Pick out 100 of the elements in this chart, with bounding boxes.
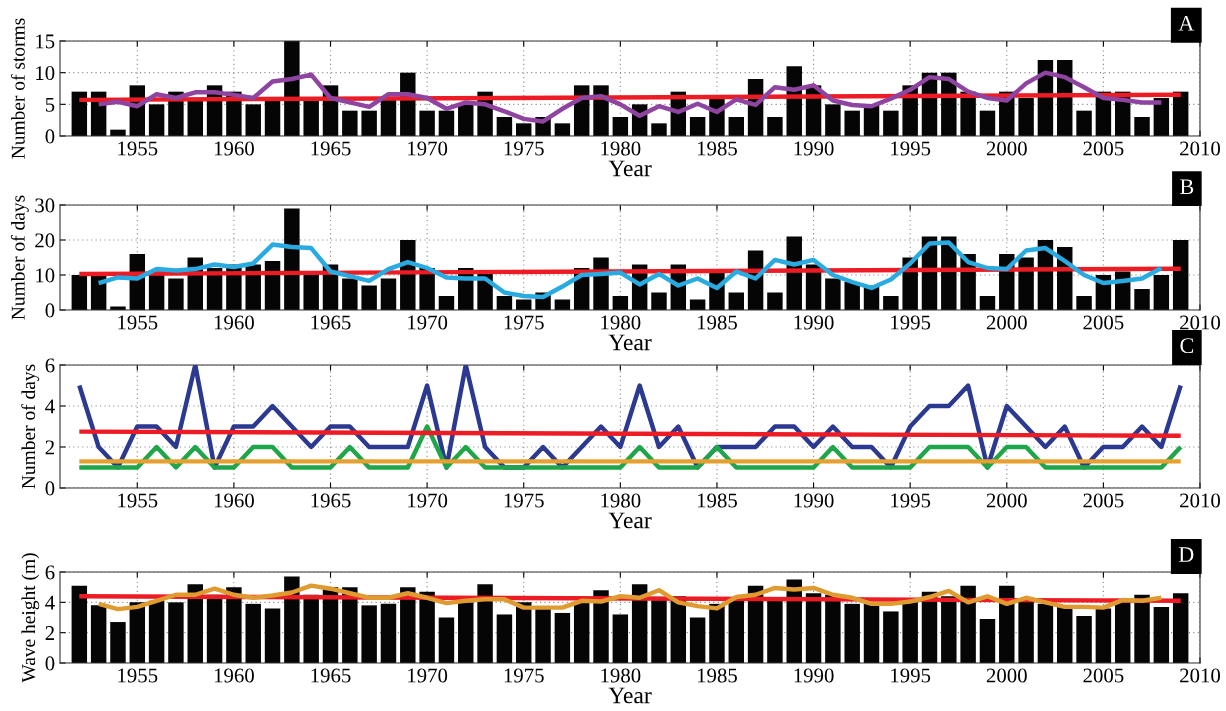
x-tick-label: 1955 bbox=[118, 493, 158, 508]
x-tick-label: 1980 bbox=[601, 315, 641, 330]
x-tick-label: 1960 bbox=[214, 493, 254, 508]
bar bbox=[535, 608, 551, 663]
bar bbox=[999, 585, 1015, 663]
x-tick-label: 1970 bbox=[408, 315, 448, 330]
x-tick-label: 1970 bbox=[408, 668, 448, 683]
bar bbox=[1153, 275, 1170, 310]
bar bbox=[883, 296, 899, 310]
x-tick-label: 2005 bbox=[1083, 668, 1124, 683]
bar bbox=[902, 602, 918, 663]
text: B bbox=[1180, 179, 1194, 195]
text: A bbox=[1178, 15, 1195, 31]
x-tick-label: 1955 bbox=[118, 141, 158, 156]
bar bbox=[226, 587, 242, 663]
x-axis-title: Year bbox=[608, 687, 652, 704]
bar bbox=[767, 292, 783, 310]
x-tick-label: 1980 bbox=[601, 668, 641, 683]
bar bbox=[71, 585, 88, 663]
x-tick-label: 2000 bbox=[986, 141, 1027, 156]
bar bbox=[1134, 117, 1150, 136]
bar bbox=[458, 602, 474, 663]
bar bbox=[612, 117, 629, 136]
bar bbox=[979, 296, 996, 310]
bar bbox=[245, 603, 261, 663]
x-tick-label: 1960 bbox=[214, 668, 254, 683]
bar bbox=[1095, 608, 1112, 663]
bar bbox=[419, 110, 435, 136]
bar bbox=[1134, 289, 1150, 310]
bar bbox=[458, 104, 474, 136]
x-tick-label: 1955 bbox=[118, 315, 158, 330]
bar bbox=[168, 602, 184, 663]
line-series bbox=[96, 583, 1164, 612]
bar bbox=[284, 208, 300, 310]
y-axis-title: Number of days bbox=[10, 195, 29, 320]
x-tick-label: 1980 bbox=[601, 141, 641, 156]
x-tick-label: 1995 bbox=[891, 315, 931, 330]
bar bbox=[844, 110, 860, 136]
line-series bbox=[96, 240, 1164, 300]
bar bbox=[844, 282, 860, 310]
bar bbox=[554, 612, 571, 663]
y-tick-label: 0 bbox=[45, 481, 55, 496]
x-tick-label: 1990 bbox=[794, 315, 834, 330]
bar bbox=[1114, 602, 1131, 663]
bar bbox=[863, 602, 880, 663]
bar bbox=[979, 110, 996, 136]
bar bbox=[284, 41, 300, 136]
bar bbox=[1018, 98, 1034, 136]
x-tick-label: 2000 bbox=[986, 315, 1027, 330]
y-tick-label: 2 bbox=[45, 440, 54, 455]
bar bbox=[825, 104, 841, 136]
x-tick-label: 1965 bbox=[311, 493, 351, 508]
bar bbox=[342, 110, 358, 136]
y-tick-label: 30 bbox=[35, 198, 55, 213]
bar bbox=[651, 123, 667, 136]
y-tick-label: 4 bbox=[45, 595, 55, 610]
y-tick-label: 10 bbox=[36, 66, 55, 81]
bar bbox=[651, 292, 667, 310]
bar bbox=[438, 296, 455, 310]
bar bbox=[960, 585, 976, 663]
bar bbox=[941, 596, 957, 663]
x-tick-label: 2005 bbox=[1083, 141, 1124, 156]
x-tick-label: 1965 bbox=[311, 315, 351, 330]
bar bbox=[477, 584, 493, 663]
x-tick-label: 1990 bbox=[794, 141, 834, 156]
bar bbox=[168, 278, 184, 310]
y-tick-label: 4 bbox=[45, 399, 55, 414]
x-tick-label: 1975 bbox=[504, 315, 544, 330]
x-tick-label: 1960 bbox=[214, 141, 254, 156]
bar bbox=[709, 603, 725, 663]
x-tick-label: 1955 bbox=[118, 668, 158, 683]
x-tick-label: 1985 bbox=[697, 668, 737, 683]
bar bbox=[979, 619, 996, 663]
bar bbox=[825, 594, 841, 663]
text: D bbox=[1178, 547, 1194, 562]
x-tick-label: 1995 bbox=[891, 141, 931, 156]
bar bbox=[728, 599, 744, 663]
bar bbox=[689, 117, 706, 136]
bar bbox=[844, 603, 860, 663]
x-tick-label: 1995 bbox=[891, 493, 931, 508]
line-series bbox=[96, 70, 1164, 124]
x-tick-label: 2000 bbox=[986, 493, 1027, 508]
bar bbox=[1134, 594, 1150, 663]
bar bbox=[1018, 599, 1034, 663]
y-tick-label: 10 bbox=[36, 268, 55, 283]
y-tick-label: 6 bbox=[45, 358, 55, 373]
bar bbox=[1076, 296, 1092, 310]
bar bbox=[303, 98, 319, 136]
bar bbox=[883, 611, 899, 663]
y-tick-label: 2 bbox=[45, 626, 54, 640]
bar bbox=[148, 104, 165, 136]
bar bbox=[554, 123, 571, 136]
bar bbox=[496, 614, 513, 663]
bar bbox=[1172, 240, 1189, 310]
x-tick-label: 1985 bbox=[697, 141, 737, 156]
bar bbox=[883, 110, 899, 136]
bar bbox=[1076, 110, 1092, 136]
bar bbox=[516, 123, 532, 136]
bar bbox=[1172, 593, 1189, 663]
bar bbox=[612, 296, 629, 310]
